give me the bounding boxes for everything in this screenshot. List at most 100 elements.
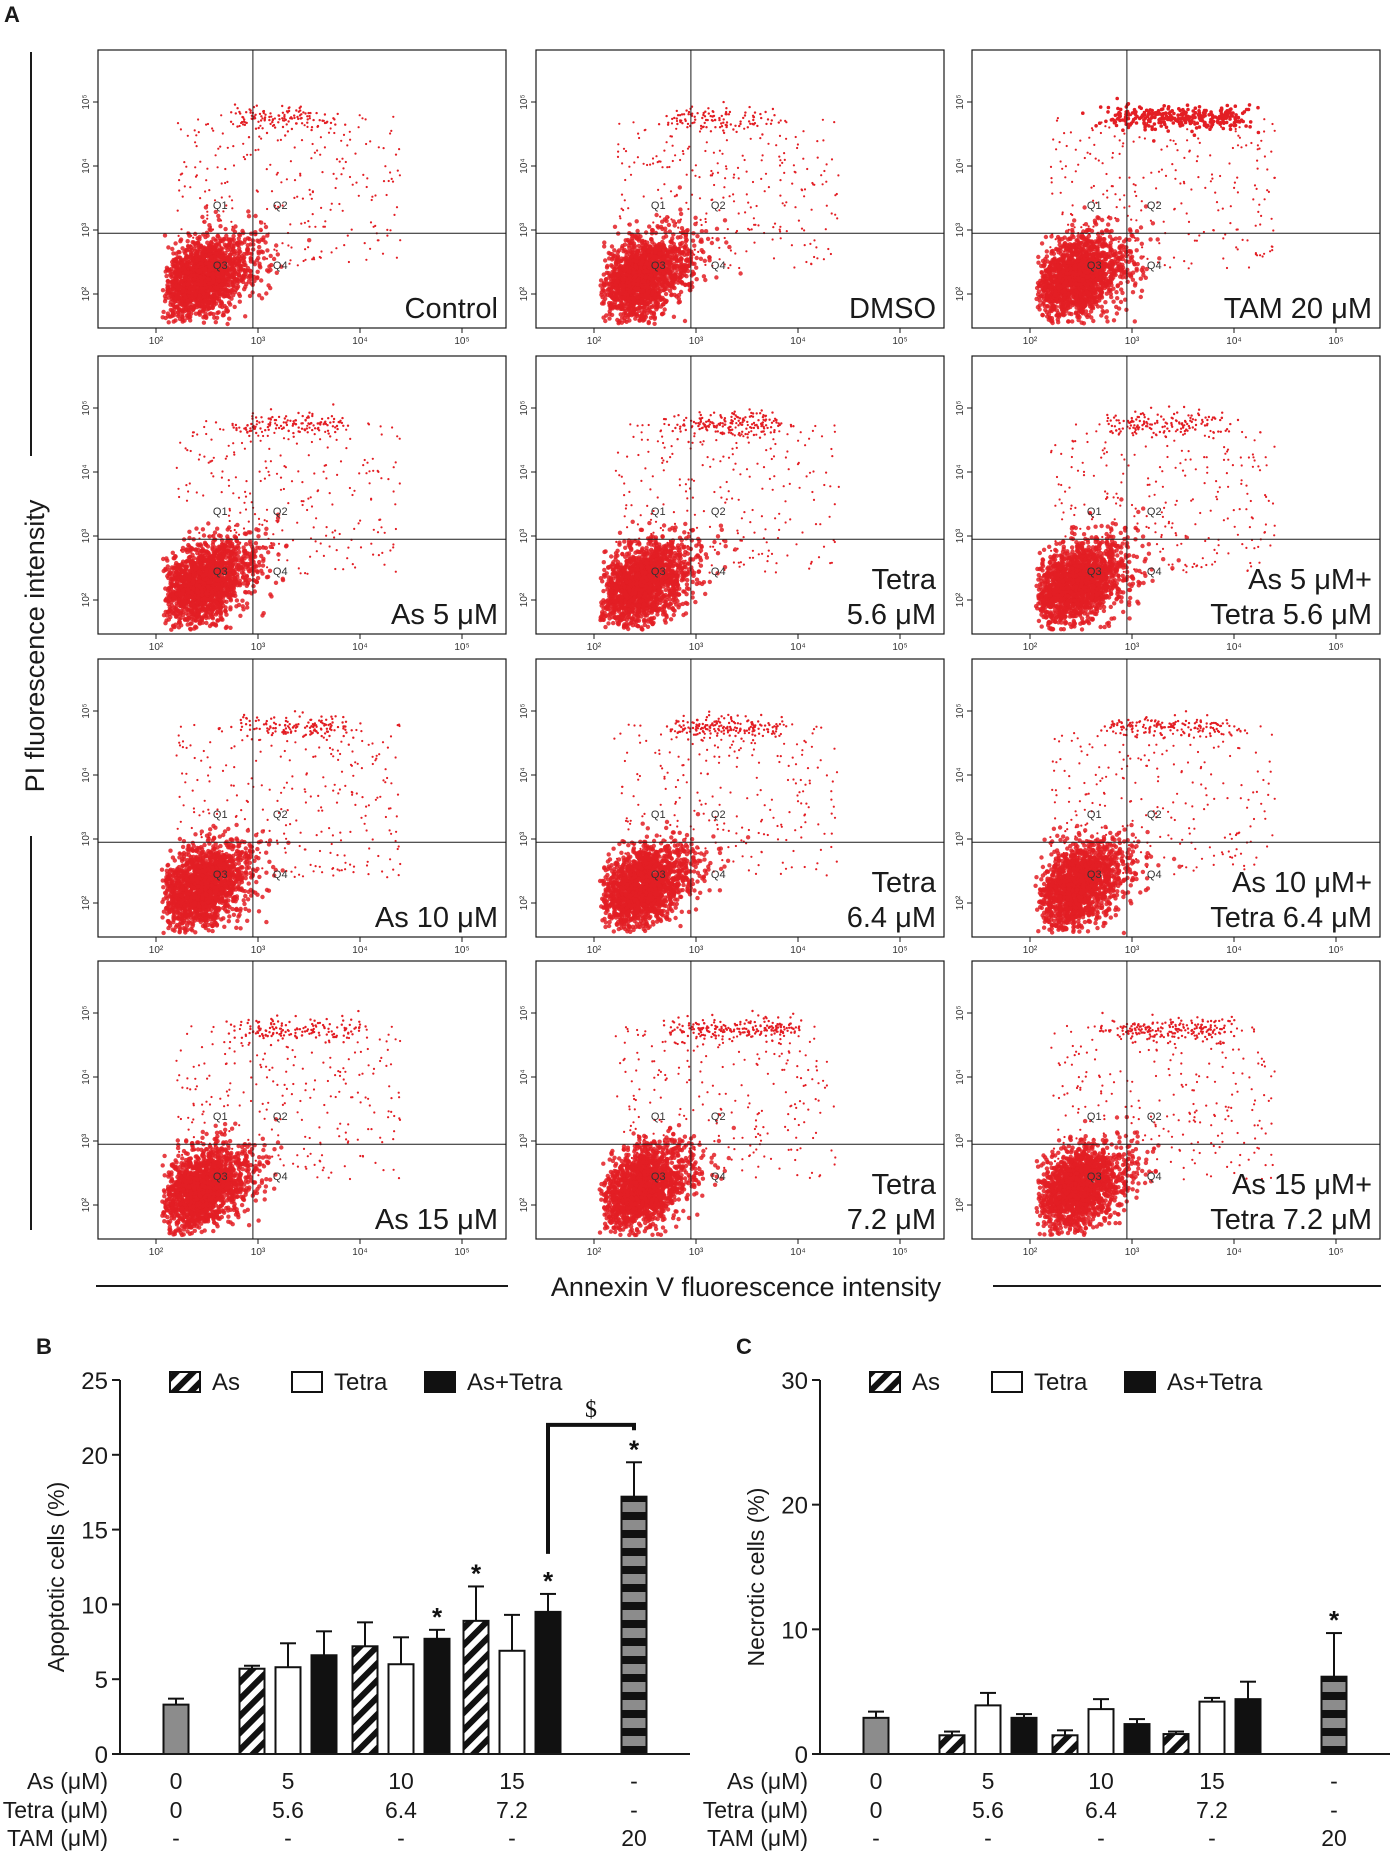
quadrant-label-4: Q4 — [273, 260, 288, 272]
event-dot — [816, 156, 819, 159]
event-dot — [771, 238, 774, 241]
event-dot — [721, 152, 724, 155]
event-dot — [332, 117, 335, 120]
event-dot — [344, 160, 347, 164]
event-dot — [735, 229, 739, 233]
event-dot — [625, 280, 631, 285]
event-dot — [636, 156, 640, 159]
event-dot — [602, 244, 607, 249]
event-dot — [302, 259, 305, 263]
event-dot — [176, 122, 180, 125]
event-dot — [710, 119, 714, 122]
event-dot — [311, 190, 314, 193]
event-dot — [310, 157, 313, 160]
event-dot — [239, 241, 245, 246]
event-dot — [386, 228, 389, 231]
event-dot — [335, 177, 338, 180]
event-dot — [398, 148, 401, 151]
event-dot — [727, 244, 732, 250]
event-dot — [173, 241, 178, 246]
event-dot — [170, 312, 175, 318]
event-dot — [761, 133, 764, 136]
event-dot — [611, 294, 616, 299]
event-dot — [742, 116, 745, 120]
event-dot — [753, 111, 757, 114]
event-dot — [609, 244, 615, 249]
event-dot — [796, 143, 800, 146]
event-dot — [206, 217, 209, 220]
event-dot — [258, 135, 261, 138]
event-dot — [743, 114, 747, 117]
event-dot — [694, 255, 699, 261]
event-dot — [342, 133, 346, 136]
event-dot — [1118, 299, 1124, 305]
event-dot — [273, 126, 277, 129]
x-tick-label: 10⁴ — [790, 336, 805, 347]
event-dot — [361, 117, 364, 120]
event-dot — [307, 220, 310, 223]
event-dot — [767, 142, 770, 145]
event-dot — [225, 321, 230, 327]
flow-frame — [971, 49, 1381, 329]
event-dot — [205, 179, 208, 182]
event-dot — [785, 201, 788, 204]
event-dot — [237, 249, 242, 254]
event-dot — [231, 225, 234, 228]
quadrant-label-1: Q1 — [213, 200, 228, 212]
event-dot — [237, 299, 242, 304]
event-dot — [304, 258, 307, 261]
event-dot — [314, 225, 317, 228]
event-dot — [199, 160, 202, 163]
y-axis-label: PI fluorescence intensity — [20, 499, 50, 792]
event-dot — [285, 123, 288, 126]
event-dot — [822, 139, 825, 142]
event-dot — [694, 265, 699, 270]
event-dot — [213, 255, 219, 260]
event-dot — [173, 296, 179, 301]
event-dot — [632, 233, 638, 239]
event-dot — [783, 158, 786, 161]
event-dot — [172, 263, 177, 269]
event-dot — [341, 157, 344, 160]
event-dot — [313, 258, 316, 261]
event-dot — [642, 162, 645, 165]
event-dot — [254, 233, 258, 236]
event-dot — [679, 158, 682, 162]
event-dot — [217, 278, 222, 284]
event-dot — [678, 234, 683, 240]
event-dot — [649, 273, 654, 278]
event-dot — [663, 183, 666, 186]
event-dot — [177, 234, 180, 237]
event-dot — [775, 144, 778, 147]
event-dot — [748, 228, 751, 231]
y-tick-label: 10⁵ — [519, 94, 530, 109]
event-dot — [205, 303, 211, 308]
event-dot — [297, 110, 300, 113]
event-dot — [330, 251, 333, 254]
event-dot — [209, 297, 214, 303]
event-dot — [778, 134, 782, 137]
event-dot — [210, 271, 216, 276]
event-dot — [629, 173, 633, 176]
event-dot — [228, 272, 233, 278]
event-dot — [785, 121, 788, 124]
event-dot — [687, 110, 691, 114]
event-dot — [168, 293, 174, 298]
event-dot — [652, 304, 658, 310]
event-dot — [1135, 261, 1140, 267]
event-dot — [242, 255, 247, 260]
event-dot — [645, 290, 651, 295]
event-dot — [258, 112, 262, 116]
event-dot — [232, 272, 237, 277]
event-dot — [264, 113, 267, 116]
event-dot — [615, 297, 620, 302]
event-dot — [646, 319, 651, 325]
event-dot — [219, 219, 223, 222]
event-dot — [254, 127, 258, 130]
event-dot — [300, 139, 304, 142]
event-dot — [248, 269, 253, 274]
event-dot — [693, 121, 696, 124]
event-dot — [800, 188, 803, 191]
event-dot — [243, 271, 248, 277]
event-dot — [650, 240, 655, 245]
